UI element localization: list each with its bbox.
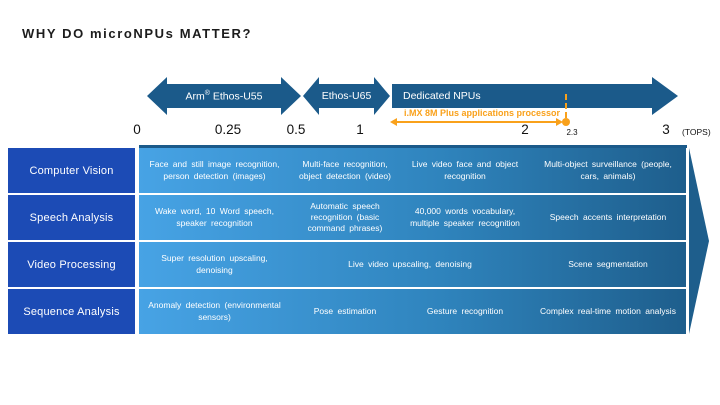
- row-label-text: Video Processing: [27, 258, 116, 271]
- arrow-dedicated-npus-label: Dedicated NPUs: [403, 90, 481, 102]
- cell-speech-mid: 40,000 words vocabulary, multiple speake…: [410, 206, 520, 228]
- cell-seq-high: Complex real-time motion analysis: [540, 305, 676, 316]
- imx-marker-dashed-line: [565, 94, 567, 118]
- cell-video-u55: Super resolution upscaling, denoising: [161, 253, 268, 275]
- cell-video-high: Scene segmentation: [568, 258, 648, 269]
- cell-seq-mid: Gesture recognition: [426, 305, 504, 316]
- axis-tick-2: 2: [521, 122, 529, 137]
- row-label-speech-analysis: Speech Analysis: [8, 195, 135, 240]
- cell-cv-high: Multi-object surveillance (people, cars,…: [544, 159, 672, 181]
- axis-tick-2-3: 2.3: [566, 128, 578, 137]
- row-video-processing: Super resolution upscaling, denoising Li…: [139, 242, 686, 287]
- cell-cv-mid: Live video face and object recognition: [411, 159, 519, 181]
- row-speech-analysis: Wake word, 10 Word speech, speaker recog…: [139, 195, 686, 240]
- row-label-video-processing: Video Processing: [8, 242, 135, 287]
- row-label-computer-vision: Computer Vision: [8, 148, 135, 193]
- imx-range-line: [397, 121, 557, 123]
- imx-range-arrow-right-icon: [556, 118, 563, 126]
- arrow-ethos-u65-label: Ethos-U65: [321, 90, 372, 102]
- cell-seq-u55: Anomaly detection (environmental sensors…: [148, 300, 281, 322]
- axis-tick-0: 0: [133, 122, 141, 137]
- imx-annotation-label: i.MX 8M Plus applications processor: [403, 108, 561, 118]
- row-label-sequence-analysis: Sequence Analysis: [8, 289, 135, 334]
- arrow-ethos-u65: Ethos-U65: [303, 77, 390, 115]
- page-title: WHY DO microNPUs MATTER?: [22, 26, 253, 41]
- row-label-text: Computer Vision: [29, 164, 114, 177]
- matrix-arrowhead-icon: [689, 148, 709, 334]
- cell-seq-u65: Pose estimation: [313, 305, 377, 316]
- row-computer-vision: Face and still image recognition, person…: [139, 148, 686, 193]
- row-label-text: Speech Analysis: [29, 211, 114, 224]
- axis-tick-1: 1: [356, 122, 364, 137]
- arrow-ethos-u55: Arm® Ethos-U55: [147, 77, 301, 115]
- imx-marker-dot-icon: [562, 118, 570, 126]
- axis-tick-3: 3: [662, 122, 670, 137]
- arrow-ethos-u55-label: Arm® Ethos-U55: [185, 89, 263, 103]
- cell-speech-u55: Wake word, 10 Word speech, speaker recog…: [154, 206, 275, 228]
- cell-cv-u55: Face and still image recognition, person…: [149, 159, 280, 181]
- row-label-text: Sequence Analysis: [23, 305, 120, 318]
- cell-video-mid: Live video upscaling, denoising: [348, 258, 472, 269]
- cell-speech-u65: Automatic speech recognition (basic comm…: [307, 200, 383, 234]
- row-sequence-analysis: Anomaly detection (environmental sensors…: [139, 289, 686, 334]
- axis-unit-label: (TOPS): [682, 127, 711, 137]
- axis-tick-0-5: 0.5: [286, 122, 306, 137]
- imx-range-arrow-left-icon: [390, 118, 397, 126]
- cell-cv-u65: Multi-face recognition, object detection…: [299, 159, 391, 181]
- axis-line: [139, 145, 687, 148]
- cell-speech-high: Speech accents interpretation: [549, 211, 667, 222]
- axis-tick-0-25: 0.25: [214, 122, 242, 137]
